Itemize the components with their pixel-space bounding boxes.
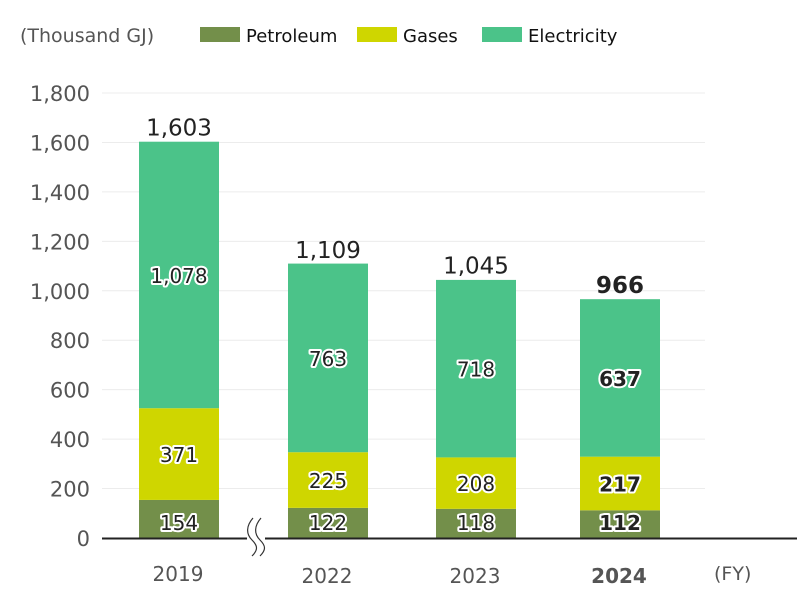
legend-swatch-gases [357,27,397,42]
y-tick-label: 1,800 [30,82,90,106]
segment-label-electricity-2019: 1,078 [150,264,207,288]
total-label-2019: 1,603 [146,116,212,142]
bar-segment-petroleum-2023 [436,508,516,538]
x-axis-label: (FY) [714,563,751,585]
y-axis: 0 200 400 600 800 1,000 1,200 1,400 1,600 1,800 [30,82,90,551]
bar-segment-petroleum-2019 [139,499,219,538]
segment-label-gases-2023: 208 [457,472,495,496]
segment-label-petroleum-2022: 122 [309,511,347,535]
x-tick-label-2022: 2022 [302,564,353,588]
total-label-2023: 1,045 [443,254,509,280]
y-tick-label: 1,000 [30,280,90,304]
legend-swatch-petroleum [200,27,240,42]
segment-label-electricity-2022: 763 [309,347,347,371]
bar-segment-electricity-2019 [139,141,219,409]
y-tick-label: 0 [77,527,90,551]
y-tick-label: 200 [50,478,90,502]
unit-label: (Thousand GJ) [20,25,154,47]
x-tick-label-2024: 2024 [591,564,647,588]
bar-segment-petroleum-2022 [288,507,368,538]
bar-segment-gases-2022 [288,452,368,508]
y-tick-label: 600 [50,379,90,403]
segment-label-electricity-2024: 637 [599,367,641,391]
x-axis: 2019 2022 2023 2024 [102,517,797,588]
y-tick-label: 400 [50,428,90,452]
y-tick-label: 1,600 [30,131,90,155]
bar-segment-gases-2023 [436,457,516,509]
segment-label-gases-2019: 371 [160,443,198,467]
bar-segment-gases-2019 [139,408,219,500]
segment-label-petroleum-2019: 154 [160,511,198,535]
bar-segment-gases-2024 [580,456,660,511]
segment-label-gases-2024: 217 [599,472,641,496]
x-tick-label-2019: 2019 [153,562,204,586]
bar-group-2022: 122 225 763 1,109 [288,238,368,538]
y-tick-label: 1,200 [30,230,90,254]
segment-label-gases-2022: 225 [309,469,347,493]
axis-break-icon [247,517,266,557]
bar-segment-electricity-2024 [580,299,660,457]
total-label-2024: 966 [596,273,644,299]
legend-label-gases: Gases [403,26,458,47]
bar-segment-electricity-2022 [288,263,368,453]
legend-swatch-electricity [482,27,522,42]
x-tick-label-2023: 2023 [450,564,501,588]
bar-group-2023: 118 208 718 1,045 [436,254,516,538]
segment-label-petroleum-2023: 118 [457,511,495,535]
y-tick-label: 1,400 [30,181,90,205]
legend-label-electricity: Electricity [528,26,618,47]
bar-group-2019: 154 371 1,078 1,603 [139,116,219,538]
y-tick-label: 800 [50,329,90,353]
legend-label-petroleum: Petroleum [246,26,337,47]
bar-group-2024: 112 217 637 966 [580,273,660,538]
segment-label-petroleum-2024: 112 [599,511,641,535]
bars: 1543711,0781,6031222257631,1091182087181… [139,116,660,538]
segment-label-electricity-2023: 718 [457,358,495,382]
bar-segment-electricity-2023 [436,279,516,458]
legend: Petroleum Gases Electricity [200,26,618,47]
bar-segment-petroleum-2024 [580,510,660,538]
total-label-2022: 1,109 [295,238,361,264]
